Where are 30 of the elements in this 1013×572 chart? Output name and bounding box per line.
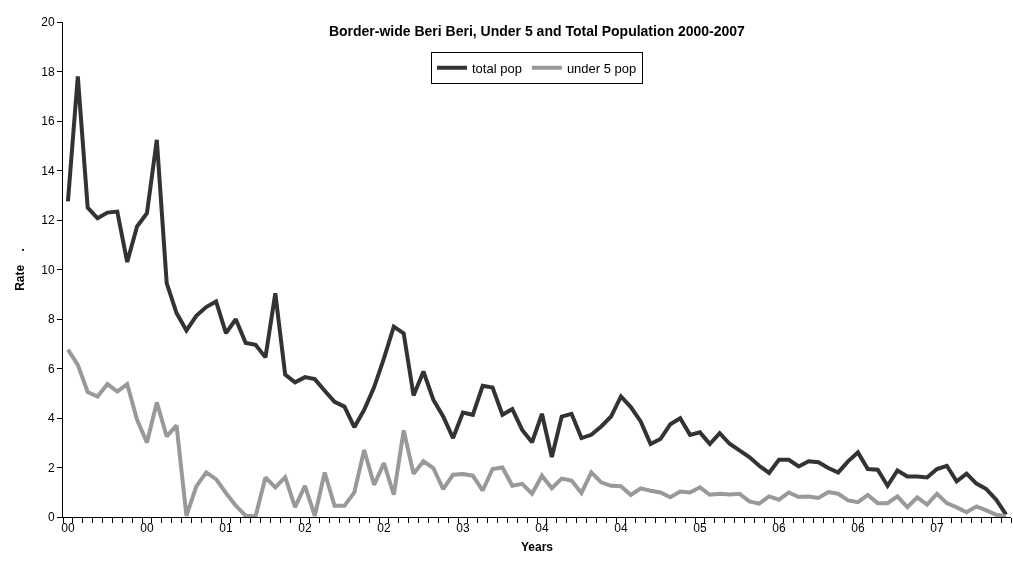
x-tick-label: 00 xyxy=(61,521,75,536)
x-tick-label: 05 xyxy=(693,521,707,536)
y-tick-label: 4 xyxy=(47,411,55,426)
y-tick-label: 20 xyxy=(41,15,55,30)
line-series xyxy=(65,347,1009,517)
x-tick-label: 06 xyxy=(851,521,865,536)
y-tick-label: 2 xyxy=(47,460,55,475)
line-series xyxy=(65,74,1009,517)
x-tick-label: 02 xyxy=(377,521,391,536)
x-tick-label: 01 xyxy=(219,521,233,536)
legend-label: total pop xyxy=(472,60,522,76)
y-tick-label: 16 xyxy=(41,114,55,129)
legend-label: under 5 pop xyxy=(566,60,637,76)
x-tick-label: 04 xyxy=(614,521,628,536)
chart-title: Border-wide Beri Beri, Under 5 and Total Population 2000-2007 xyxy=(328,23,746,40)
y-tick-label: 12 xyxy=(41,213,55,228)
y-tick-label: 8 xyxy=(47,312,55,327)
y-axis-title: Rate . xyxy=(12,248,27,291)
y-tick-label: 0 xyxy=(47,510,55,525)
x-tick-label: 07 xyxy=(930,521,944,536)
x-axis-title: Years xyxy=(520,540,554,555)
x-tick-label: 06 xyxy=(772,521,786,536)
x-tick-label: 03 xyxy=(456,521,470,536)
x-tick-label: 02 xyxy=(298,521,312,536)
x-tick-label: 00 xyxy=(140,521,154,536)
y-tick-label: 18 xyxy=(41,64,55,79)
y-tick-label: 6 xyxy=(47,361,55,376)
y-tick-label: 14 xyxy=(41,163,55,178)
x-tick-label: 04 xyxy=(535,521,549,536)
y-tick-label: 10 xyxy=(41,262,55,277)
